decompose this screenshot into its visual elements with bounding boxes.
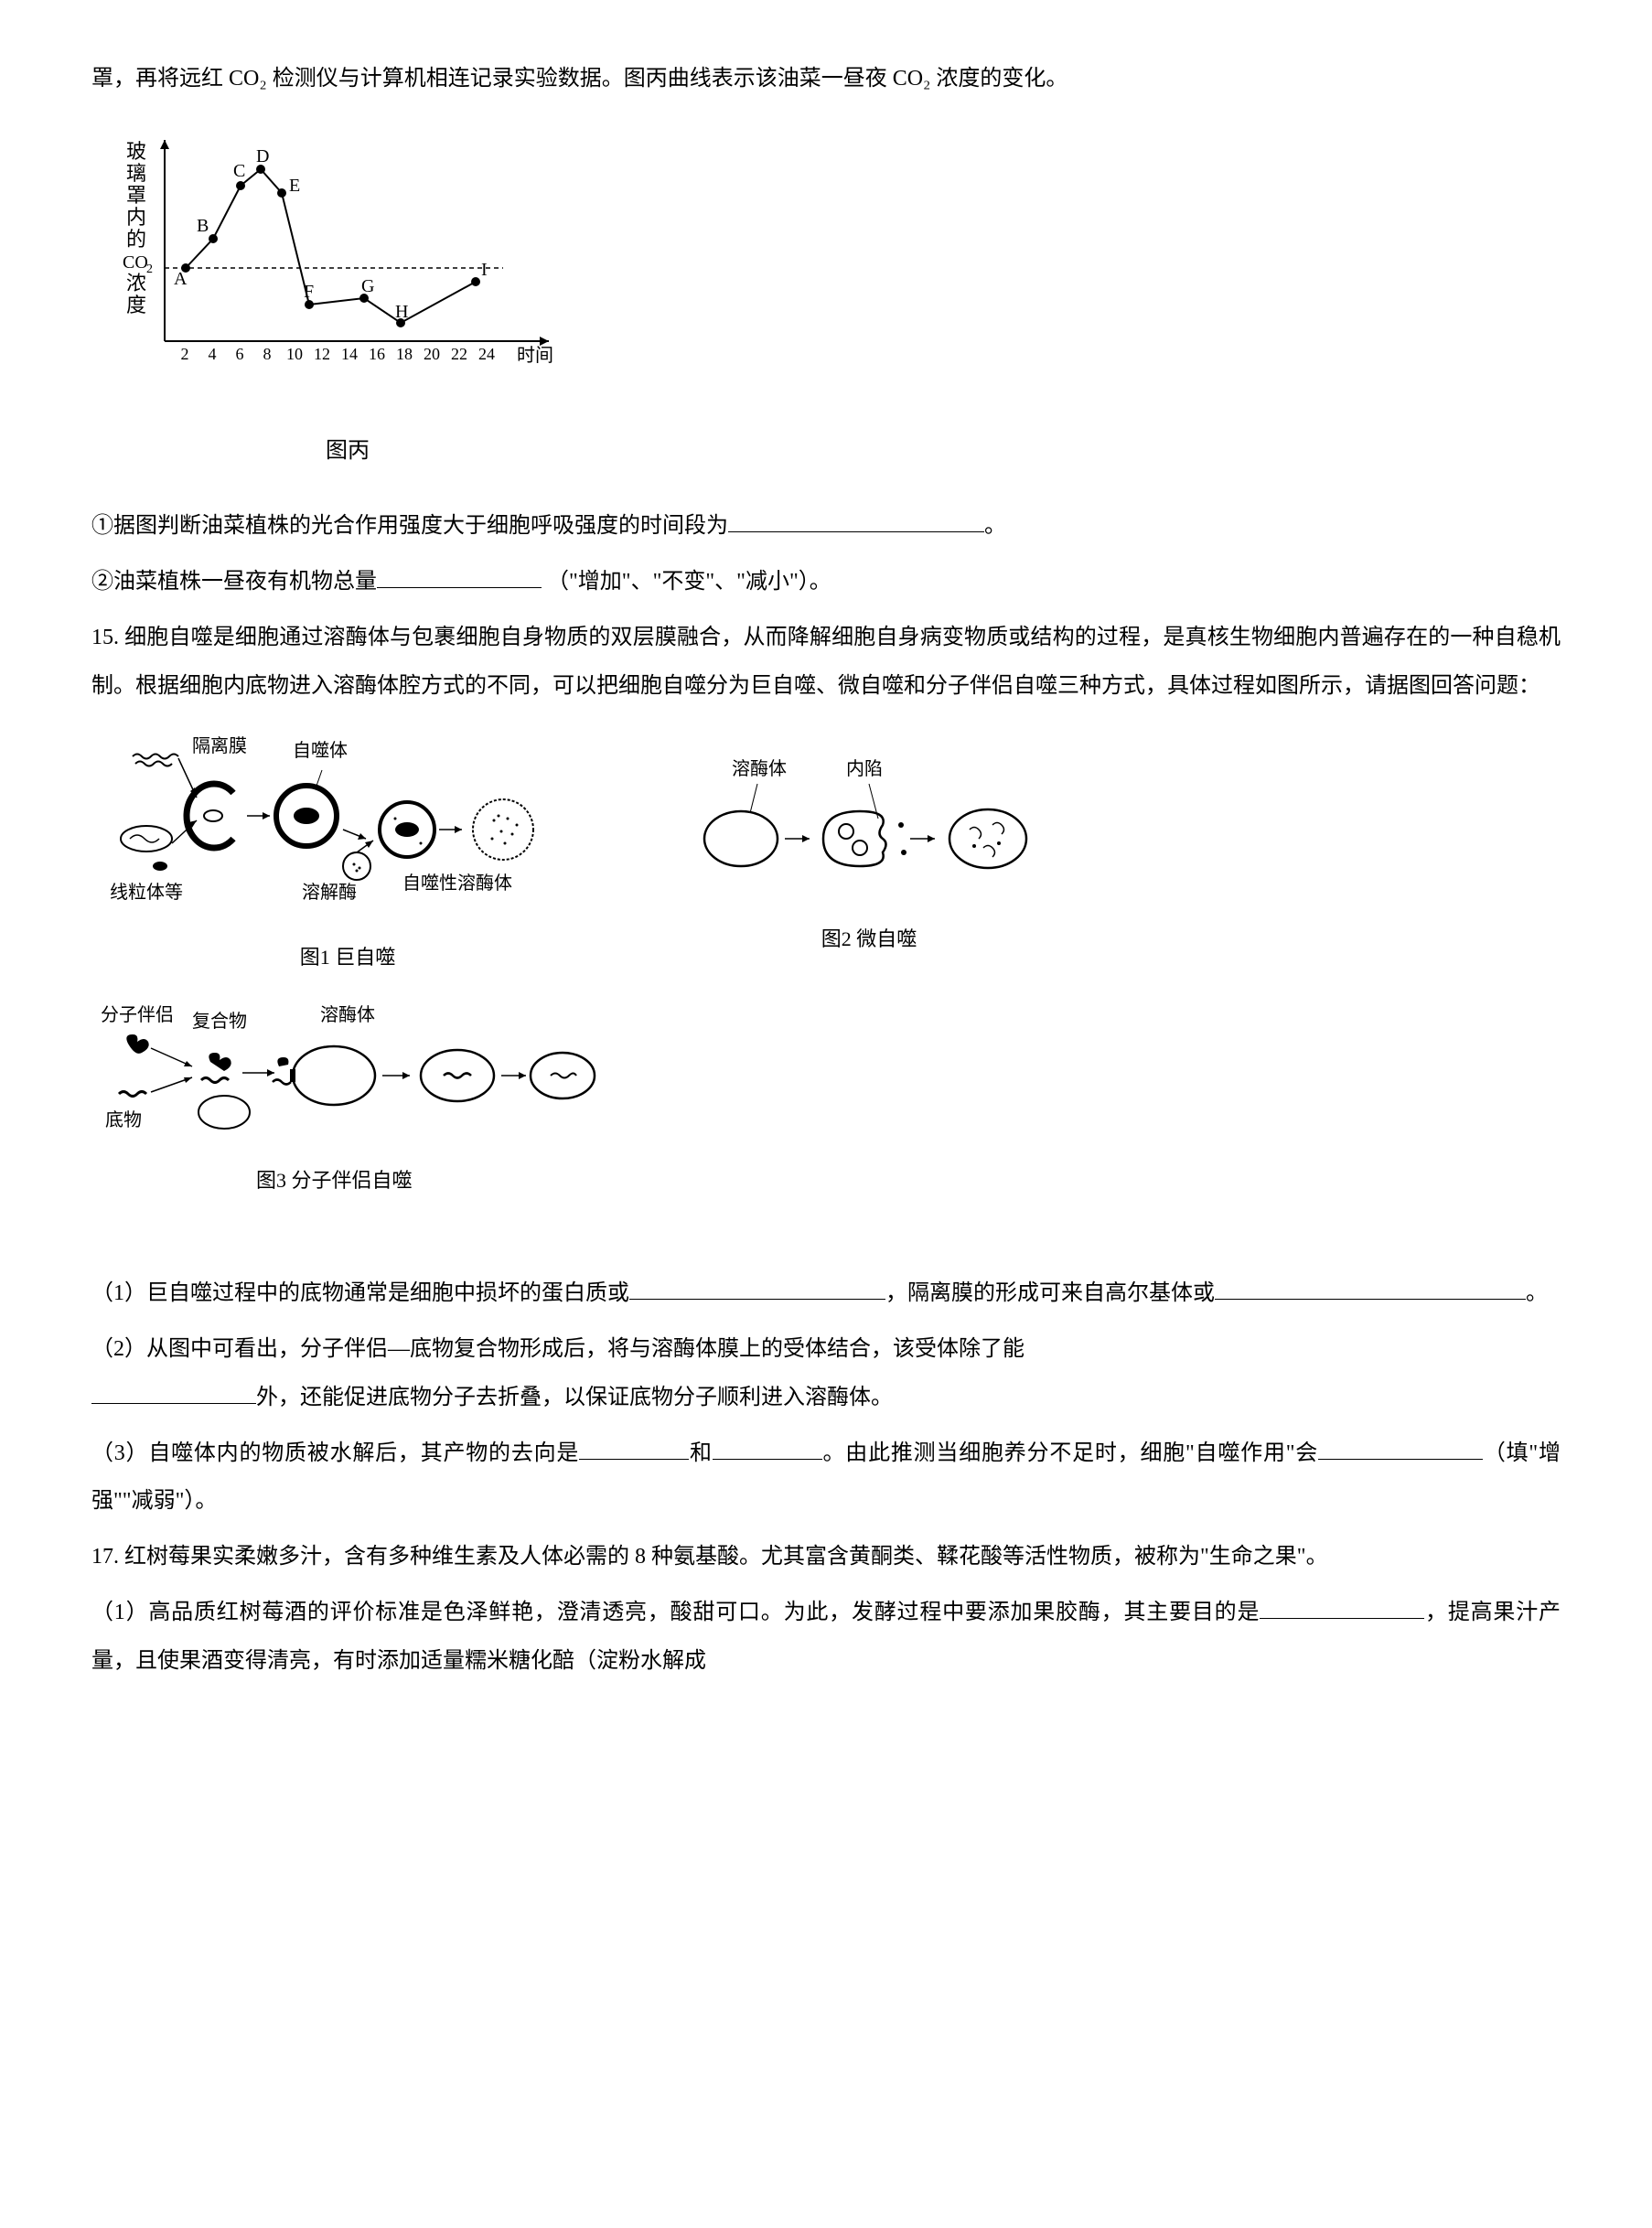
figure-2-svg: 溶酶体 内陷 bbox=[677, 747, 1061, 912]
svg-text:I: I bbox=[481, 260, 488, 280]
q2-blank bbox=[377, 562, 542, 588]
svg-text:22: 22 bbox=[451, 345, 467, 363]
q2-text: ②油菜植株一昼夜有机物总量 bbox=[91, 570, 377, 594]
fig1-squiggle bbox=[133, 754, 178, 766]
svg-text:4: 4 bbox=[209, 345, 217, 363]
fig1-dots bbox=[491, 814, 519, 844]
q15-3a: （3）自噬体内的物质被水解后，其产物的去向是 bbox=[91, 1441, 579, 1465]
question-15-3: （3）自噬体内的物质被水解后，其产物的去向是 和 。由此推测当细胞养分不足时，细胞"… bbox=[91, 1430, 1561, 1526]
figure-3-svg: 分子伴侣 复合物 溶酶体 底物 bbox=[91, 998, 604, 1153]
q15-3-blank1 bbox=[579, 1433, 689, 1460]
q17-intro-text: 红树莓果实柔嫩多汁，含有多种维生素及人体必需的 8 种氨基酸。尤其富含黄酮类、鞣… bbox=[124, 1545, 1328, 1569]
svg-text:E: E bbox=[289, 176, 300, 196]
q1-end: 。 bbox=[984, 514, 1006, 538]
q17-1a: （1）高品质红树莓酒的评价标准是色泽鲜艳，澄清透亮，酸甜可口。为此，发酵过程中要… bbox=[91, 1601, 1260, 1624]
q1-blank bbox=[728, 507, 984, 533]
question-15-2: （2）从图中可看出，分子伴侣—底物复合物形成后，将与溶酶体膜上的受体结合，该受体… bbox=[91, 1325, 1561, 1422]
fig3-label-complex: 复合物 bbox=[192, 1011, 247, 1032]
q15-2-blank bbox=[91, 1377, 256, 1404]
figure-3-caption: 图3 分子伴侣自噬 bbox=[256, 1159, 413, 1203]
q15-1a: （1）巨自噬过程中的底物通常是细胞中损坏的蛋白质或 bbox=[91, 1281, 629, 1305]
question-15-intro: 15. 细胞自噬是细胞通过溶酶体与包裹细胞自身物质的双层膜融合，从而降解细胞自身… bbox=[91, 614, 1561, 711]
figure-1: 隔离膜 线粒体等 自噬体 bbox=[91, 729, 604, 980]
q15-2a: （2）从图中可看出，分子伴侣—底物复合物形成后，将与溶酶体膜上的受体结合，该受体… bbox=[91, 1337, 1024, 1361]
question-17-intro: 17. 红树莓果实柔嫩多汁，含有多种维生素及人体必需的 8 种氨基酸。尤其富含黄… bbox=[91, 1533, 1561, 1581]
svg-text:的: 的 bbox=[126, 228, 146, 251]
fig1-label-mito: 线粒体等 bbox=[110, 882, 183, 903]
figure-3: 分子伴侣 复合物 溶酶体 底物 bbox=[91, 998, 604, 1203]
svg-text:璃: 璃 bbox=[126, 162, 146, 185]
figure-1-svg: 隔离膜 线粒体等 自噬体 bbox=[91, 729, 604, 930]
figure-1-caption: 图1 巨自噬 bbox=[300, 936, 396, 980]
chart-bing-svg: 玻 璃 罩 内 的 CO 2 浓 度 2 4 6 8 10 12 14 16 1… bbox=[110, 131, 585, 405]
question-1: ①据图判断油菜植株的光合作用强度大于细胞呼吸强度的时间段为 。 bbox=[91, 502, 1561, 551]
svg-text:18: 18 bbox=[396, 345, 413, 363]
fig2-label-invag: 内陷 bbox=[846, 758, 883, 779]
fig3-label-chaperone: 分子伴侣 bbox=[101, 1004, 174, 1025]
figure-2-caption: 图2 微自噬 bbox=[821, 917, 917, 961]
q15-num: 15. bbox=[91, 626, 124, 649]
svg-text:2: 2 bbox=[146, 262, 153, 276]
y-axis-arrow bbox=[160, 140, 169, 149]
q15-3-blank3 bbox=[1318, 1433, 1483, 1460]
svg-text:16: 16 bbox=[369, 345, 385, 363]
figures-row-1: 隔离膜 线粒体等 自噬体 bbox=[91, 729, 1561, 980]
x-axis-arrow bbox=[540, 337, 549, 346]
question-2: ②油菜植株一昼夜有机物总量 （"增加"、"不变"、"减小"）。 bbox=[91, 558, 1561, 606]
svg-text:12: 12 bbox=[314, 345, 330, 363]
q15-3b: 和 bbox=[689, 1441, 713, 1465]
question-17-1: （1）高品质红树莓酒的评价标准是色泽鲜艳，澄清透亮，酸甜可口。为此，发酵过程中要… bbox=[91, 1589, 1561, 1686]
q15-1-blank2 bbox=[1215, 1273, 1526, 1300]
svg-text:10: 10 bbox=[286, 345, 303, 363]
svg-text:6: 6 bbox=[236, 345, 244, 363]
q15-2b: 外，还能促进底物分子去折叠，以保证底物分子顺利进入溶酶体。 bbox=[256, 1386, 893, 1409]
figure-2: 溶酶体 内陷 图2 微自噬 bbox=[677, 747, 1061, 961]
chart-line bbox=[186, 169, 476, 323]
x-ticks: 2 4 6 8 10 12 14 16 18 20 22 24 时间 bbox=[181, 345, 554, 366]
svg-text:2: 2 bbox=[181, 345, 189, 363]
svg-text:14: 14 bbox=[341, 345, 358, 363]
svg-text:内: 内 bbox=[126, 206, 146, 229]
svg-text:H: H bbox=[395, 302, 408, 322]
fig3-label-substrate: 底物 bbox=[105, 1109, 142, 1130]
svg-text:时间: 时间 bbox=[517, 345, 553, 366]
svg-text:8: 8 bbox=[263, 345, 272, 363]
q1-text: ①据图判断油菜植株的光合作用强度大于细胞呼吸强度的时间段为 bbox=[91, 514, 728, 538]
svg-text:CO: CO bbox=[123, 252, 148, 273]
chart-bing-container: 玻 璃 罩 内 的 CO 2 浓 度 2 4 6 8 10 12 14 16 1… bbox=[110, 131, 585, 476]
svg-text:B: B bbox=[197, 216, 209, 236]
intro-line: 罩，再将远红 CO₂ 检测仪与计算机相连记录实验数据。图丙曲线表示该油菜一昼夜 … bbox=[91, 55, 1561, 103]
fig3-label-lysosome: 溶酶体 bbox=[320, 1004, 375, 1025]
q17-num: 17. bbox=[91, 1545, 124, 1569]
fig2-label-lysosome: 溶酶体 bbox=[732, 758, 787, 779]
q15-intro-text: 细胞自噬是细胞通过溶酶体与包裹细胞自身物质的双层膜融合，从而降解细胞自身病变物质… bbox=[91, 626, 1561, 698]
svg-text:罩: 罩 bbox=[126, 184, 146, 207]
svg-text:G: G bbox=[361, 276, 374, 296]
svg-text:D: D bbox=[256, 146, 269, 166]
chart-bing-caption: 图丙 bbox=[110, 427, 585, 476]
question-15-1: （1）巨自噬过程中的底物通常是细胞中损坏的蛋白质或 ，隔离膜的形成可来自高尔基体或… bbox=[91, 1269, 1561, 1318]
q17-1-blank bbox=[1260, 1592, 1424, 1619]
svg-text:浓: 浓 bbox=[126, 272, 146, 295]
fig1-label-isolation: 隔离膜 bbox=[192, 735, 247, 756]
q15-3-blank2 bbox=[713, 1433, 822, 1460]
q15-3c: 。由此推测当细胞养分不足时，细胞"自噬作用"会 bbox=[822, 1441, 1318, 1465]
figures-row-2: 分子伴侣 复合物 溶酶体 底物 bbox=[91, 998, 1561, 1203]
fig1-label-autophagosome: 自噬体 bbox=[293, 740, 348, 761]
svg-text:24: 24 bbox=[478, 345, 495, 363]
fig1-label-autolysosome: 自噬性溶酶体 bbox=[402, 873, 512, 894]
q2-options: （"增加"、"不变"、"减小"）。 bbox=[547, 570, 831, 594]
q15-1-blank1 bbox=[629, 1273, 885, 1300]
svg-text:度: 度 bbox=[126, 294, 146, 316]
svg-text:20: 20 bbox=[424, 345, 440, 363]
svg-text:A: A bbox=[174, 269, 188, 289]
y-axis-label: 玻 bbox=[126, 140, 146, 163]
svg-text:C: C bbox=[233, 161, 245, 181]
fig1-label-lysoenzyme: 溶解酶 bbox=[302, 882, 357, 903]
q15-1c: 。 bbox=[1526, 1281, 1548, 1305]
chart-point-labels: A B C D E F G H I bbox=[174, 146, 488, 322]
svg-text:F: F bbox=[304, 282, 314, 302]
q15-1b: ，隔离膜的形成可来自高尔基体或 bbox=[885, 1281, 1215, 1305]
